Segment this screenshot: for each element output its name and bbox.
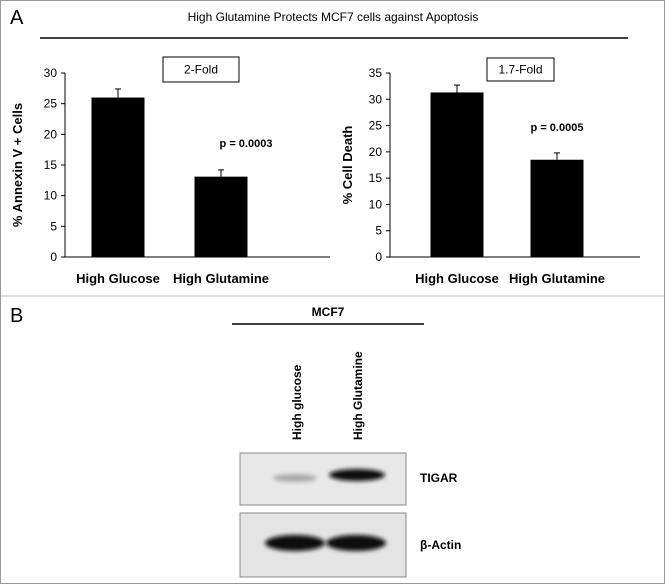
- blot-band: [265, 535, 325, 551]
- x-tick-label: High Glucose: [76, 271, 160, 286]
- p-value: p = 0.0005: [531, 122, 584, 134]
- y-tick-label: 0: [50, 250, 57, 264]
- y-axis-label: % Cell Death: [340, 126, 355, 205]
- y-tick-label: 10: [44, 189, 58, 203]
- blot-membrane: [239, 452, 407, 506]
- y-tick-label: 20: [369, 145, 383, 159]
- x-tick-label: High Glutamine: [509, 271, 605, 286]
- panel-label: A: [10, 7, 24, 29]
- y-axis-label: % Annexin V + Cells: [10, 103, 25, 227]
- figure-title: High Glutamine Protects MCF7 cells again…: [188, 10, 479, 24]
- y-tick-label: 30: [44, 66, 58, 80]
- y-tick-label: 25: [44, 97, 58, 111]
- lane-label: High glucose: [290, 364, 304, 440]
- y-tick-label: 15: [44, 158, 58, 172]
- protein-label: TIGAR: [420, 471, 458, 485]
- fold-label: 2-Fold: [184, 63, 218, 77]
- fold-box: [486, 57, 555, 82]
- lane-label: High Glutamine: [351, 351, 365, 440]
- y-tick-label: 0: [375, 250, 382, 264]
- y-tick-label: 25: [369, 119, 383, 133]
- y-tick-label: 35: [369, 66, 383, 80]
- p-value: p = 0.0003: [220, 138, 273, 150]
- panel-label: B: [10, 305, 23, 327]
- bar: [430, 92, 484, 257]
- blot-band: [329, 469, 385, 481]
- x-tick-label: High Glucose: [415, 271, 499, 286]
- bar: [91, 97, 145, 258]
- cell-line-label: MCF7: [312, 305, 345, 319]
- x-tick-label: High Glutamine: [173, 271, 269, 286]
- y-tick-label: 20: [44, 127, 58, 141]
- y-tick-label: 5: [375, 224, 382, 238]
- blot-band: [326, 535, 386, 551]
- bar: [530, 159, 584, 257]
- y-tick-label: 5: [50, 219, 57, 233]
- fold-label: 1.7-Fold: [498, 63, 542, 77]
- bar: [194, 176, 248, 257]
- y-tick-label: 15: [369, 171, 383, 185]
- y-tick-label: 30: [369, 92, 383, 106]
- y-tick-label: 10: [369, 197, 383, 211]
- protein-label: β-Actin: [420, 538, 461, 552]
- blot-band: [273, 474, 317, 482]
- fold-box: [162, 56, 240, 83]
